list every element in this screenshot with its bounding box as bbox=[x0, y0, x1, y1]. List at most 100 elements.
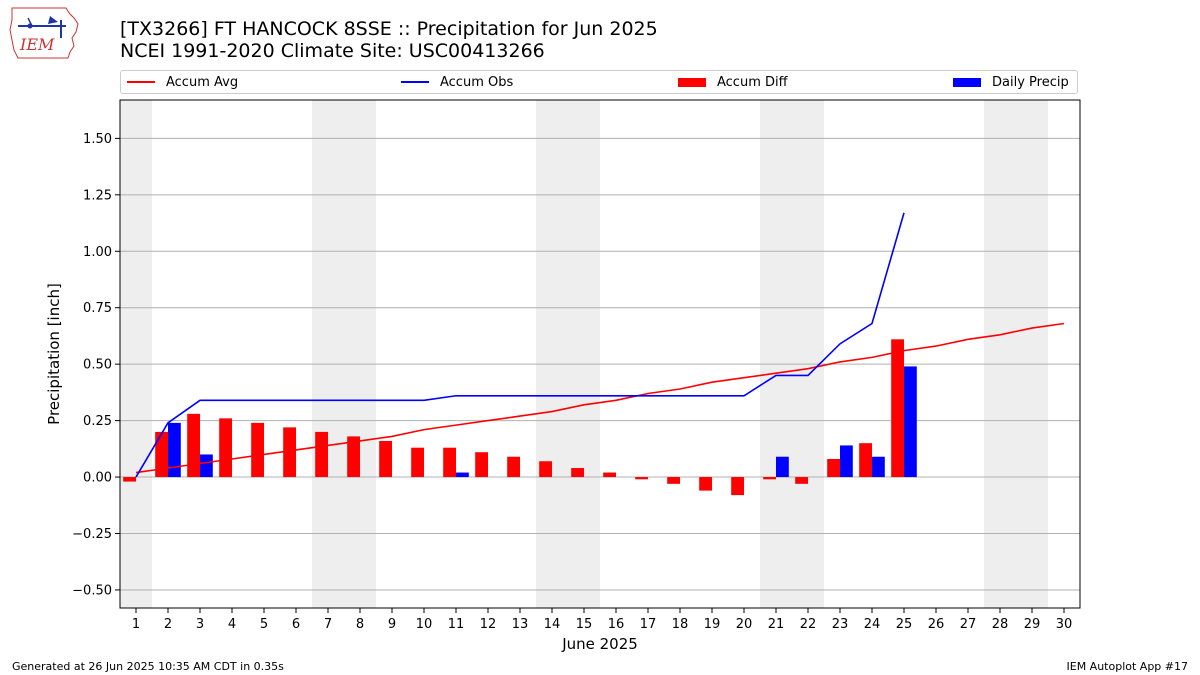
bar-accum-diff-day-18 bbox=[667, 477, 680, 484]
bar-accum-diff-day-8 bbox=[347, 436, 360, 478]
xtick-label-14: 14 bbox=[544, 617, 561, 632]
xtick-label-20: 20 bbox=[736, 617, 753, 632]
xtick-label-9: 9 bbox=[388, 617, 396, 632]
xtick-label-8: 8 bbox=[356, 617, 364, 632]
bar-accum-diff-day-13 bbox=[507, 456, 520, 478]
ytick-label-0: −0.50 bbox=[72, 583, 112, 598]
weekend-shade-2 bbox=[536, 100, 600, 608]
bar-accum-diff-day-11 bbox=[443, 447, 456, 478]
xtick-label-22: 22 bbox=[800, 617, 817, 632]
ytick-label-3: 0.25 bbox=[83, 414, 112, 429]
bar-accum-diff-day-20 bbox=[731, 477, 744, 496]
footer-generated: Generated at 26 Jun 2025 10:35 AM CDT in… bbox=[12, 660, 284, 673]
xtick-label-17: 17 bbox=[640, 617, 657, 632]
bar-accum-diff-day-15 bbox=[571, 468, 584, 478]
bar-daily-precip-day-3 bbox=[200, 454, 213, 478]
x-axis-label: June 2025 bbox=[561, 635, 638, 653]
legend-label-accum-diff: Accum Diff bbox=[717, 74, 788, 90]
xtick-label-4: 4 bbox=[228, 617, 236, 632]
xtick-label-13: 13 bbox=[512, 617, 529, 632]
legend-swatch-accum-obs bbox=[401, 81, 429, 83]
ytick-label-1: −0.25 bbox=[72, 527, 112, 542]
line-accum-obs bbox=[135, 212, 905, 478]
legend-label-accum-avg: Accum Avg bbox=[166, 74, 239, 90]
ytick-label-7: 1.25 bbox=[83, 188, 112, 203]
xtick-label-30: 30 bbox=[1056, 617, 1073, 632]
xtick-label-23: 23 bbox=[832, 617, 849, 632]
bar-accum-diff-day-16 bbox=[603, 472, 616, 478]
legend-item-accum-obs: Accum Obs bbox=[401, 71, 513, 93]
xtick-label-6: 6 bbox=[292, 617, 300, 632]
bar-accum-diff-day-12 bbox=[475, 452, 488, 478]
xtick-label-26: 26 bbox=[928, 617, 945, 632]
chart-title: [TX3266] FT HANCOCK 8SSE :: Precipitatio… bbox=[120, 18, 658, 40]
ytick-label-5: 0.75 bbox=[83, 301, 112, 316]
legend: Accum Avg Accum Obs Accum Diff Daily Pre… bbox=[120, 70, 1078, 94]
bar-accum-diff-day-14 bbox=[539, 461, 552, 478]
xtick-label-3: 3 bbox=[196, 617, 204, 632]
bar-accum-diff-day-7 bbox=[315, 431, 328, 478]
bar-accum-diff-day-22 bbox=[795, 477, 808, 484]
bar-accum-diff-day-23 bbox=[827, 458, 840, 478]
xtick-label-7: 7 bbox=[324, 617, 332, 632]
xtick-label-28: 28 bbox=[992, 617, 1009, 632]
xtick-label-2: 2 bbox=[164, 617, 172, 632]
line-accum-avg bbox=[135, 322, 1065, 474]
weekend-shade-1 bbox=[312, 100, 376, 608]
bar-daily-precip-day-21 bbox=[776, 456, 789, 478]
bar-daily-precip-day-11 bbox=[456, 472, 469, 478]
xtick-label-1: 1 bbox=[132, 617, 140, 632]
legend-label-daily-precip: Daily Precip bbox=[992, 74, 1069, 90]
logo-text: IEM bbox=[19, 35, 55, 54]
xtick-label-19: 19 bbox=[704, 617, 721, 632]
bar-accum-diff-day-21 bbox=[763, 477, 776, 480]
bar-daily-precip-day-23 bbox=[840, 445, 853, 478]
bar-accum-diff-day-6 bbox=[283, 427, 296, 478]
chart-subtitle: NCEI 1991-2020 Climate Site: USC00413266 bbox=[120, 40, 545, 62]
xtick-label-12: 12 bbox=[480, 617, 497, 632]
legend-swatch-daily-precip bbox=[953, 77, 981, 87]
bar-accum-diff-day-5 bbox=[251, 422, 264, 478]
xtick-label-29: 29 bbox=[1024, 617, 1041, 632]
ytick-label-8: 1.50 bbox=[83, 132, 112, 147]
bar-accum-diff-day-24 bbox=[859, 443, 872, 478]
y-axis-label: Precipitation [inch] bbox=[45, 283, 63, 425]
bar-accum-diff-day-17 bbox=[635, 477, 648, 480]
ytick-label-6: 1.00 bbox=[83, 245, 112, 260]
iowa-state-outline-icon bbox=[9, 7, 79, 59]
bar-accum-diff-day-9 bbox=[379, 440, 392, 478]
xtick-label-11: 11 bbox=[448, 617, 465, 632]
xtick-label-25: 25 bbox=[896, 617, 913, 632]
bar-daily-precip-day-24 bbox=[872, 456, 885, 478]
legend-swatch-accum-avg bbox=[127, 81, 155, 83]
weekend-shade-0 bbox=[120, 100, 152, 608]
legend-label-accum-obs: Accum Obs bbox=[440, 74, 514, 90]
bar-accum-diff-day-2 bbox=[155, 431, 168, 478]
xtick-label-10: 10 bbox=[416, 617, 433, 632]
legend-item-accum-diff: Accum Diff bbox=[678, 71, 788, 93]
xtick-label-15: 15 bbox=[576, 617, 593, 632]
legend-item-daily-precip: Daily Precip bbox=[953, 71, 1069, 93]
legend-swatch-accum-diff bbox=[678, 77, 706, 87]
plot-frame bbox=[119, 99, 1081, 609]
weekend-shade-4 bbox=[984, 100, 1048, 608]
xtick-label-16: 16 bbox=[608, 617, 625, 632]
ytick-label-4: 0.50 bbox=[83, 358, 112, 373]
xtick-label-18: 18 bbox=[672, 617, 689, 632]
xtick-label-5: 5 bbox=[260, 617, 268, 632]
bar-accum-diff-day-10 bbox=[411, 447, 424, 478]
xtick-label-27: 27 bbox=[960, 617, 977, 632]
bar-accum-diff-day-19 bbox=[699, 477, 712, 491]
xtick-label-21: 21 bbox=[768, 617, 785, 632]
xtick-label-24: 24 bbox=[864, 617, 881, 632]
bar-daily-precip-day-2 bbox=[168, 422, 181, 478]
bar-accum-diff-day-25 bbox=[891, 339, 904, 478]
bar-accum-diff-day-4 bbox=[219, 418, 232, 478]
footer-app: IEM Autoplot App #17 bbox=[1066, 660, 1189, 673]
bar-accum-diff-day-1 bbox=[123, 477, 136, 482]
bar-daily-precip-day-25 bbox=[904, 366, 917, 478]
weekend-shade-3 bbox=[760, 100, 824, 608]
legend-item-accum-avg: Accum Avg bbox=[127, 71, 238, 93]
bar-accum-diff-day-3 bbox=[187, 413, 200, 478]
